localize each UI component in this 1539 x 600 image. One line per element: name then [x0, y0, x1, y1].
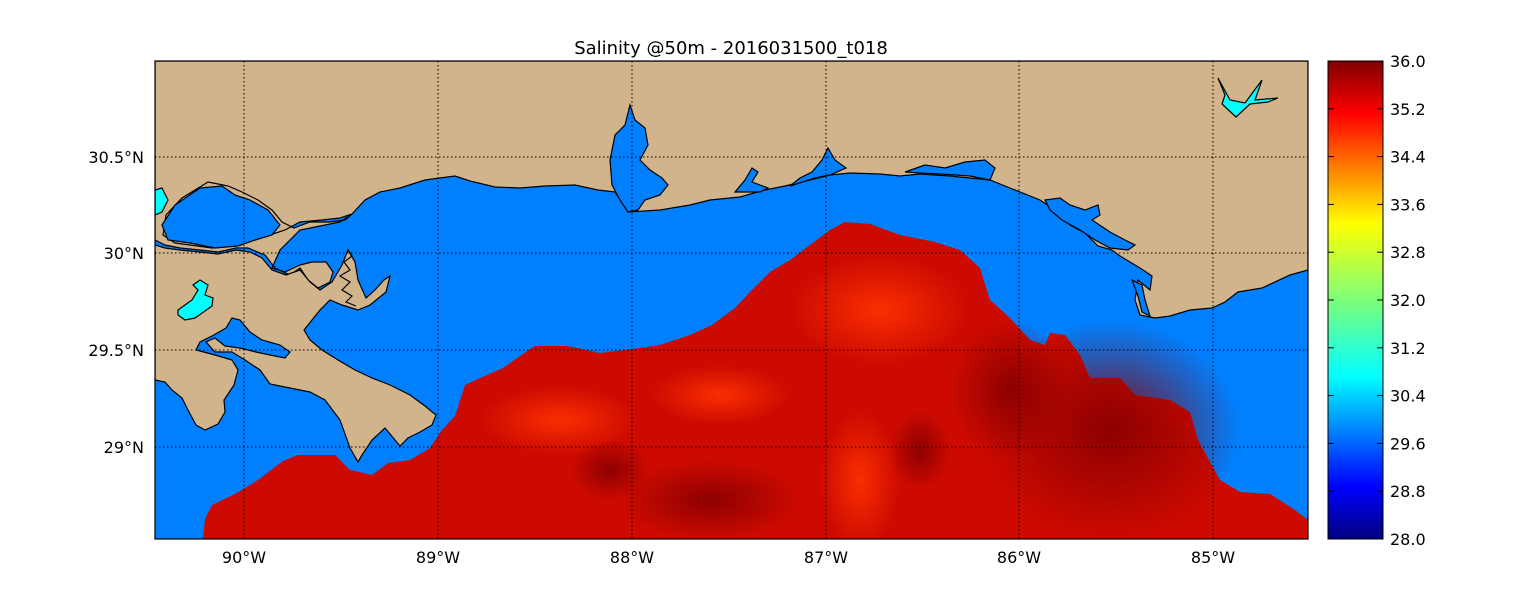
- borgne-shore: [338, 249, 357, 307]
- map-title: Salinity @50m - 2016031500_t018: [574, 38, 888, 59]
- colorbar-tick-label: 32.0: [1390, 291, 1426, 310]
- colorbar-tick-label: 35.2: [1390, 100, 1426, 119]
- salinity-max-core: [620, 460, 800, 539]
- salinity-field: [203, 222, 1308, 539]
- lake-pontchartrain: [161, 185, 281, 249]
- colorbar-tick-label: 28.0: [1390, 530, 1426, 549]
- lat-label: 30.5°N: [88, 148, 144, 167]
- map-panel: [155, 61, 1308, 539]
- lake-bay-east: [1217, 77, 1279, 118]
- lon-label: 85°W: [1191, 548, 1235, 567]
- colorbar-tick-label: 29.6: [1390, 434, 1426, 453]
- salinity-max-core: [950, 320, 1070, 460]
- salinity-max-core: [890, 410, 950, 490]
- land-north-coast: [155, 61, 1308, 319]
- lon-label: 90°W: [222, 548, 266, 567]
- lake-maurepas: [177, 279, 214, 321]
- lat-label: 29.5°N: [88, 341, 144, 360]
- lat-label: 29°N: [104, 438, 144, 457]
- colorbar-tick-label: 34.4: [1390, 148, 1426, 167]
- colorbar-tick-label: 28.8: [1390, 482, 1426, 501]
- graticule: [155, 61, 1308, 539]
- salinity-max-core: [570, 440, 650, 500]
- colorbar-ticks: 36.0 35.2 34.4 33.6 32.8 32.0 31.2 30.4 29.6 28.8…: [1328, 52, 1426, 549]
- colorbar-tick-label: 30.4: [1390, 387, 1426, 406]
- lon-label: 88°W: [610, 548, 654, 567]
- salinity-plume: [480, 385, 640, 455]
- mobile-bay: [609, 102, 669, 213]
- salinity-plume: [790, 255, 970, 365]
- salinity-plume: [820, 410, 900, 539]
- salinity-plume: [650, 365, 790, 425]
- longitude-labels: 90°W 89°W 88°W 87°W 86°W 85°W: [222, 548, 1235, 567]
- colorbar: 36.0 35.2 34.4 33.6 32.8 32.0 31.2 30.4 29.6 28.8…: [1327, 52, 1426, 549]
- lon-label: 86°W: [997, 548, 1041, 567]
- colorbar-tick-label: 36.0: [1390, 52, 1426, 71]
- colorbar-tick-label: 31.2: [1390, 339, 1426, 358]
- colorbar-tick-label: 32.8: [1390, 243, 1426, 262]
- colorbar-gradient: [1327, 60, 1384, 540]
- lon-label: 89°W: [416, 548, 460, 567]
- st-joseph-bay: [1130, 278, 1151, 318]
- choctawhatchee-bay: [904, 159, 996, 181]
- colorbar-tick-label: 33.6: [1390, 195, 1426, 214]
- lon-label: 87°W: [804, 548, 848, 567]
- map-frame: [154, 60, 1309, 540]
- lat-label: 30°N: [104, 244, 144, 263]
- latitude-labels: 29°N 29.5°N 30°N 30.5°N: [88, 148, 144, 457]
- lake-small-west: [155, 187, 169, 216]
- st-andrew-bay: [1044, 197, 1137, 251]
- perdido-bay: [733, 167, 770, 193]
